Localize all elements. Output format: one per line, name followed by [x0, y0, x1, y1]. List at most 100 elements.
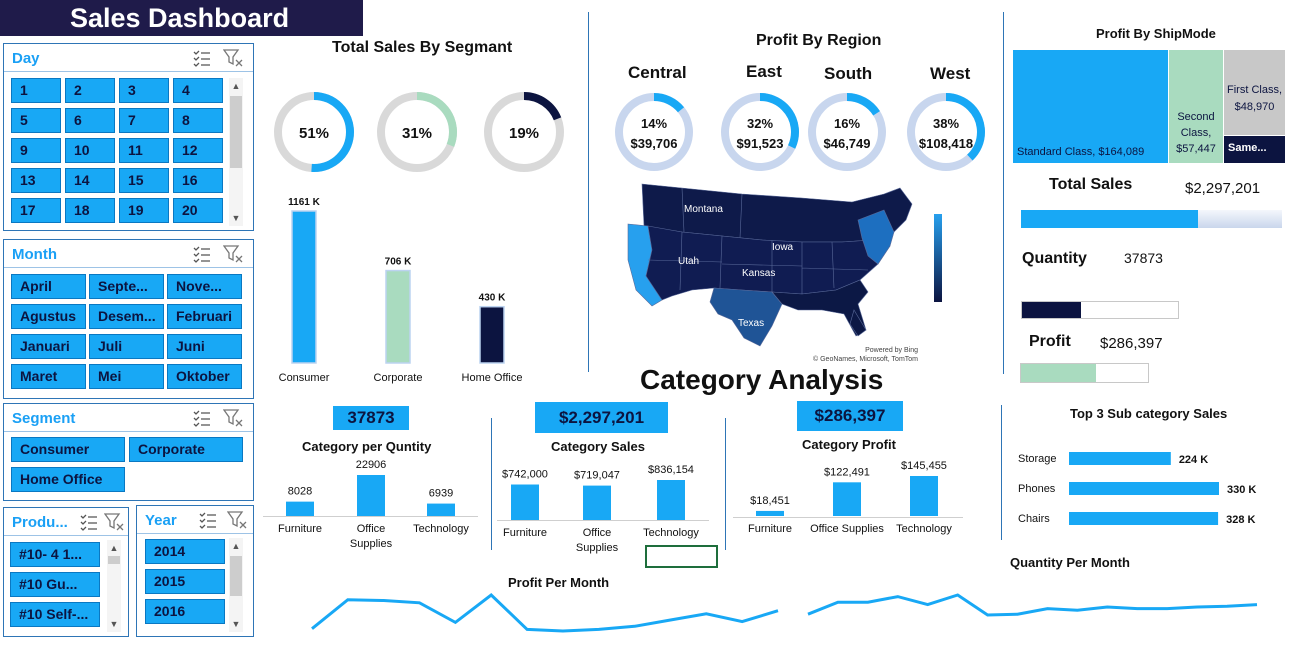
category-bar[interactable]: [511, 484, 539, 520]
subcategory-bar[interactable]: [1069, 452, 1171, 465]
shipmode-tile[interactable]: Standard Class, $164,089: [1013, 50, 1168, 163]
product-tile[interactable]: #10 Gu...: [10, 572, 100, 597]
year-tile[interactable]: 2016: [145, 599, 225, 624]
region-donut[interactable]: [721, 93, 799, 171]
month-tile[interactable]: Mei: [89, 364, 164, 389]
day-tile[interactable]: 20: [173, 198, 223, 223]
line-series[interactable]: [807, 593, 1258, 617]
multi-select-icon[interactable]: [80, 513, 98, 531]
day-tile[interactable]: 13: [11, 168, 61, 193]
day-tile[interactable]: 12: [173, 138, 223, 163]
scroll-thumb[interactable]: [230, 556, 242, 596]
multi-select-icon[interactable]: [193, 49, 211, 67]
clear-filter-icon[interactable]: [223, 245, 243, 263]
region-donut[interactable]: [615, 93, 693, 171]
scroll-up-icon[interactable]: ▲: [231, 541, 241, 551]
day-tile[interactable]: 6: [65, 108, 115, 133]
day-tile[interactable]: 10: [65, 138, 115, 163]
region-donut[interactable]: [808, 93, 886, 171]
day-tile[interactable]: 18: [65, 198, 115, 223]
segment-donut[interactable]: [377, 92, 457, 172]
region-donut[interactable]: [907, 93, 985, 171]
segment-donut-arc: [274, 92, 354, 172]
month-tile[interactable]: Februari: [167, 304, 242, 329]
segment-bar[interactable]: [385, 269, 411, 364]
segment-bar[interactable]: [479, 305, 505, 364]
multi-select-icon[interactable]: [193, 245, 211, 263]
line-series[interactable]: [311, 593, 779, 633]
map-region-east[interactable]: [857, 209, 895, 265]
subcategory-bar[interactable]: [1069, 482, 1219, 495]
subcategory-bar[interactable]: [1069, 512, 1219, 525]
month-tile[interactable]: Januari: [11, 334, 86, 359]
scroll-down-icon[interactable]: ▼: [109, 619, 119, 629]
month-tile[interactable]: Desem...: [89, 304, 164, 329]
segment-bar[interactable]: [291, 210, 317, 364]
day-tile[interactable]: 17: [11, 198, 61, 223]
year-tile[interactable]: 2015: [145, 569, 225, 594]
scroll-thumb[interactable]: [108, 556, 120, 564]
month-tile[interactable]: Nove...: [167, 274, 242, 299]
scroll-up-icon[interactable]: ▲: [109, 543, 119, 553]
shipmode-tile[interactable]: Second Class, $57,447: [1169, 50, 1223, 163]
year-scrollbar[interactable]: ▲ ▼: [229, 538, 243, 632]
day-tile[interactable]: 4: [173, 78, 223, 103]
scroll-up-icon[interactable]: ▲: [231, 81, 241, 91]
us-map: Montana Utah Iowa Kansas Texas Powered b…: [627, 183, 918, 363]
shipmode-tile[interactable]: First Class, $48,970: [1224, 50, 1285, 135]
segment-donut[interactable]: [484, 92, 564, 172]
day-tile[interactable]: 11: [119, 138, 169, 163]
category-bar[interactable]: [286, 501, 314, 516]
day-tile[interactable]: 8: [173, 108, 223, 133]
day-tile[interactable]: 1: [11, 78, 61, 103]
segment-donut[interactable]: [274, 92, 354, 172]
scroll-down-icon[interactable]: ▼: [231, 213, 241, 223]
month-tile[interactable]: Agustus: [11, 304, 86, 329]
product-tile[interactable]: #10 Self-...: [10, 602, 100, 627]
clear-filter-icon[interactable]: [223, 49, 243, 67]
month-tile[interactable]: Maret: [11, 364, 86, 389]
day-scrollbar[interactable]: ▲ ▼: [229, 78, 243, 226]
day-tile[interactable]: 9: [11, 138, 61, 163]
month-tile[interactable]: April: [11, 274, 86, 299]
category-bar[interactable]: [833, 482, 861, 516]
category-bar[interactable]: [427, 503, 455, 516]
axis-line: [263, 516, 478, 517]
day-tile[interactable]: 19: [119, 198, 169, 223]
map-region-texas[interactable]: [709, 287, 783, 347]
segment-tile[interactable]: Consumer: [11, 437, 125, 462]
multi-select-icon[interactable]: [193, 409, 211, 427]
multi-select-icon[interactable]: [199, 511, 217, 529]
segment-tile[interactable]: Corporate: [129, 437, 243, 462]
month-tile[interactable]: Juli: [89, 334, 164, 359]
day-tile[interactable]: 14: [65, 168, 115, 193]
segment-tile[interactable]: Home Office: [11, 467, 125, 492]
selected-cell[interactable]: [645, 545, 718, 568]
product-scrollbar[interactable]: ▲ ▼: [107, 540, 121, 632]
month-tile[interactable]: Septe...: [89, 274, 164, 299]
day-tile[interactable]: 16: [173, 168, 223, 193]
year-tile[interactable]: 2014: [145, 539, 225, 564]
scroll-down-icon[interactable]: ▼: [231, 619, 241, 629]
day-tile[interactable]: 5: [11, 108, 61, 133]
category-bar[interactable]: [583, 485, 611, 520]
product-tile[interactable]: #10- 4 1...: [10, 542, 100, 567]
category-bar[interactable]: [657, 480, 685, 520]
map-credit: © GeoNames, Microsoft, TomTom: [813, 355, 918, 363]
month-tile[interactable]: Oktober: [167, 364, 242, 389]
category-bar[interactable]: [910, 476, 938, 516]
day-tile[interactable]: 15: [119, 168, 169, 193]
shipmode-tile[interactable]: Same...: [1224, 136, 1285, 163]
top3-subcategory-chart: Storage 224 K Phones 330 K Chairs 328 K: [1018, 452, 1256, 526]
category-bar[interactable]: [756, 510, 784, 516]
month-tile[interactable]: Juni: [167, 334, 242, 359]
day-tile[interactable]: 3: [119, 78, 169, 103]
clear-filter-icon[interactable]: [223, 409, 243, 427]
clear-filter-icon[interactable]: [104, 513, 124, 531]
clear-filter-icon[interactable]: [227, 511, 247, 529]
category-bar[interactable]: [357, 475, 385, 516]
day-tile[interactable]: 2: [65, 78, 115, 103]
map-region-florida[interactable]: [849, 309, 867, 337]
scroll-thumb[interactable]: [230, 96, 242, 168]
day-tile[interactable]: 7: [119, 108, 169, 133]
